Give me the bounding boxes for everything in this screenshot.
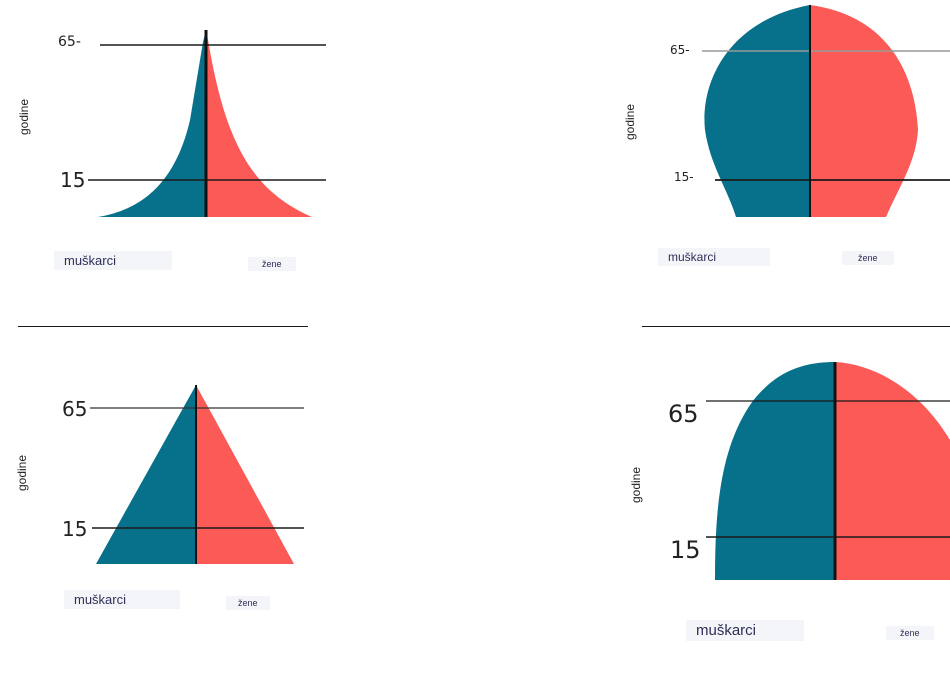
male-area xyxy=(715,362,835,580)
tick-label-65: 65- xyxy=(670,43,690,57)
tick-label-15: 15 xyxy=(62,517,88,541)
female-area xyxy=(835,362,950,580)
male-label: muškarci xyxy=(686,620,804,641)
female-label: žene xyxy=(886,626,934,640)
pyramid-chart-bottom-left xyxy=(90,385,304,564)
male-area xyxy=(704,5,810,217)
tick-label-65: 65 xyxy=(62,397,88,421)
female-area xyxy=(810,5,918,217)
female-area xyxy=(196,385,294,564)
pyramid-chart-bottom-right xyxy=(706,362,950,580)
pyramid-panel-top-right: 65- 15- godine muškarci žene xyxy=(610,0,950,280)
female-label: žene xyxy=(226,596,270,610)
male-label: muškarci xyxy=(54,251,172,270)
y-axis-label: godine xyxy=(17,98,31,136)
pyramid-chart-top-left xyxy=(88,30,326,217)
answer-line-left[interactable] xyxy=(18,326,308,327)
y-axis-label: godine xyxy=(623,103,637,141)
male-area xyxy=(96,385,196,564)
male-label: muškarci xyxy=(64,590,180,609)
pyramid-panel-bottom-left: 65 15 godine muškarci žene xyxy=(0,370,340,630)
tick-label-15: 15- xyxy=(674,170,694,184)
pyramid-chart-top-right xyxy=(702,5,950,217)
female-label: žene xyxy=(842,251,894,265)
female-area xyxy=(206,30,312,217)
pyramid-panel-bottom-right: 65 15 godine muškarci žene xyxy=(610,350,950,650)
tick-label-65: 65 xyxy=(668,400,699,428)
answer-line-right[interactable] xyxy=(642,326,950,327)
tick-label-15: 15 xyxy=(670,536,701,564)
male-label: muškarci xyxy=(658,248,770,266)
y-axis-label: godine xyxy=(629,466,643,504)
y-axis-label: godine xyxy=(15,454,29,492)
tick-label-65: 65- xyxy=(58,34,81,50)
male-area xyxy=(98,30,206,217)
female-label: žene xyxy=(248,257,296,271)
tick-label-15: 15 xyxy=(60,168,86,192)
pyramid-panel-top-left: 65- 15 godine muškarci žene xyxy=(0,0,340,280)
